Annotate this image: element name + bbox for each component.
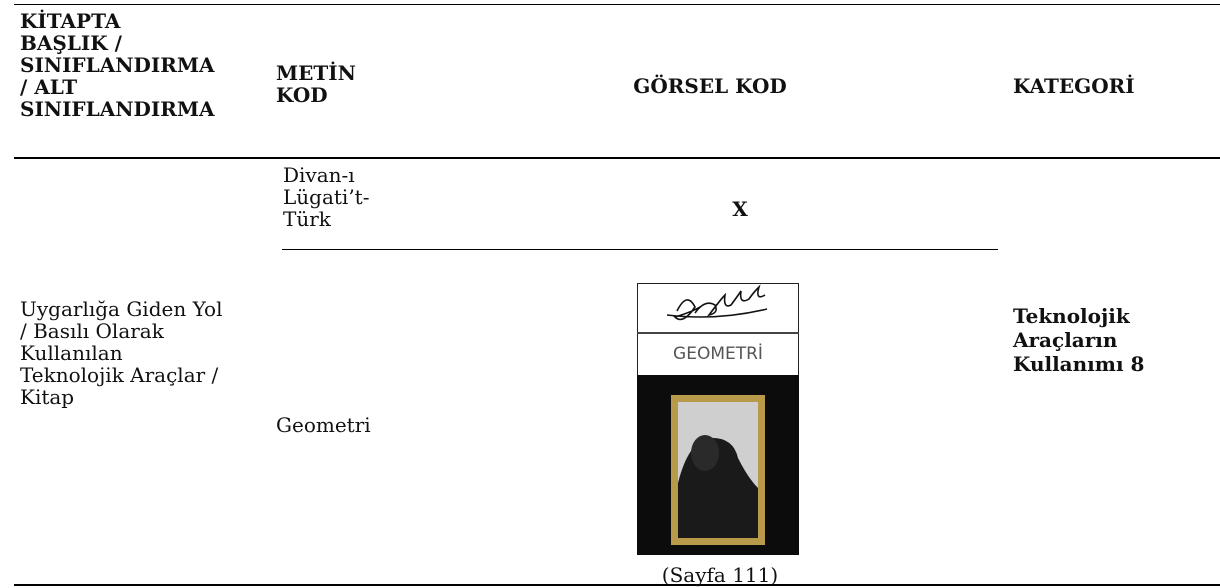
photo-head (691, 435, 719, 471)
row-rule (282, 249, 998, 250)
text-line: Geometri (276, 413, 371, 437)
header-text: SINIFLANDIRMA (20, 97, 215, 121)
title-line: Teknolojik Araçlar / (20, 363, 219, 387)
header-text: METİN (276, 61, 356, 85)
text-code: Geometri (276, 414, 371, 436)
text-code: Divan-ı Lügati’t- Türk (283, 164, 369, 230)
header-text: KATEGORİ (1013, 74, 1135, 98)
category-line: Kullanımı 8 (1013, 352, 1145, 376)
category-cell: Teknolojik Araçların Kullanımı 8 (1013, 304, 1144, 376)
book-cover: GEOMETRİ (637, 283, 799, 555)
header-text: KİTAPTA (20, 9, 121, 33)
title-line: / Basılı Olarak (20, 319, 164, 343)
caption: (Sayfa 111) (620, 564, 820, 586)
bottom-rule (14, 584, 1220, 586)
header-cell: METİN KOD (276, 62, 356, 106)
text-line: Divan-ı (283, 163, 355, 187)
header-text: GÖRSEL KOD (633, 74, 787, 98)
mark-x: X (732, 197, 748, 221)
text-line: Lügati’t- (283, 185, 370, 209)
signature (666, 284, 768, 321)
visual-code: X (700, 198, 780, 220)
header-text: / ALT (20, 75, 78, 99)
header-rule (14, 157, 1220, 159)
category-line: Araçların (1013, 328, 1118, 352)
title-cell: Uygarlığa Giden Yol / Basılı Olarak Kull… (20, 298, 222, 408)
caption-text: (Sayfa 111) (661, 563, 779, 587)
title-line: Kullanılan (20, 341, 123, 365)
title-line: Uygarlığa Giden Yol (20, 297, 223, 321)
text-line: Türk (283, 207, 331, 231)
top-rule (14, 4, 1220, 5)
cover-title: GEOMETRİ (673, 343, 763, 364)
header-text: BAŞLIK / (20, 31, 122, 55)
header-text: KOD (276, 83, 328, 107)
header-cell: GÖRSEL KOD (420, 75, 1000, 97)
header-text: SINIFLANDIRMA (20, 53, 215, 77)
title-line: Kitap (20, 385, 75, 409)
category-line: Teknolojik (1013, 304, 1130, 328)
header-cell: KİTAPTA BAŞLIK / SINIFLANDIRMA / ALT SIN… (20, 10, 214, 120)
header-cell: KATEGORİ (1013, 75, 1135, 97)
